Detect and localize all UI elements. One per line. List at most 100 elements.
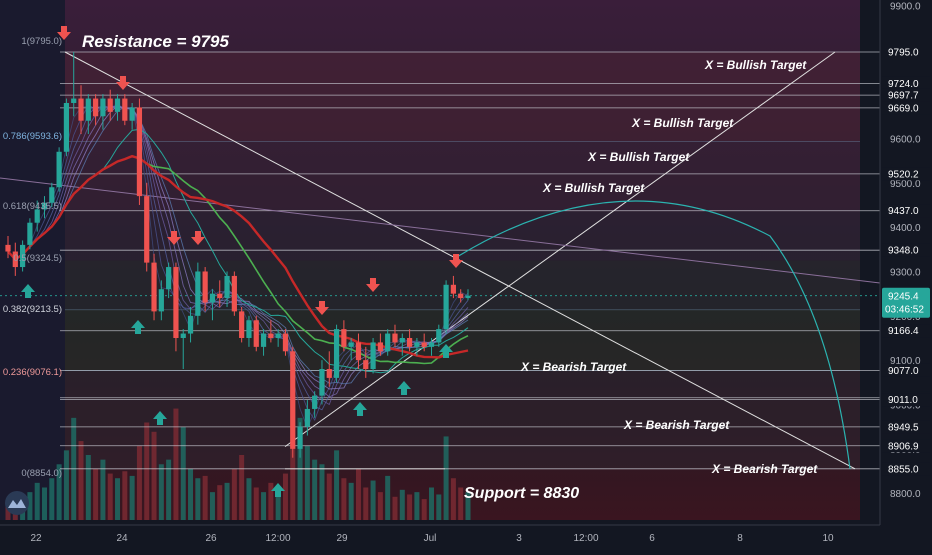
candle-body [180, 333, 186, 338]
up-trendline [284, 51, 836, 448]
candle-body [436, 329, 442, 343]
candle-body [12, 251, 18, 268]
volume-bar [224, 482, 230, 520]
volume-bar [100, 459, 106, 520]
price-tag-bg [882, 88, 930, 102]
volume-bar [399, 489, 405, 520]
volume-bar [56, 464, 62, 520]
fib-band [65, 52, 860, 142]
candle-body [122, 98, 128, 121]
price-tag-label: 9724.0 [888, 79, 919, 90]
price-axis: 9900.09800.09700.09600.09500.09400.09300… [879, 0, 932, 550]
x-tick-label: 26 [205, 533, 217, 544]
bearish-target-label: X = Bearish Target [520, 360, 627, 374]
candle-body [41, 202, 48, 210]
volume-bar [144, 422, 150, 520]
x-tick-label: 6 [649, 533, 655, 544]
candle-body [319, 369, 325, 396]
candle-body [5, 244, 11, 252]
candle-body [20, 244, 26, 268]
candle-body [85, 98, 91, 121]
x-tick-label: 3 [516, 533, 522, 544]
x-tick-label: Jul [424, 533, 437, 544]
price-tag-bg [882, 101, 930, 115]
cyan-arc [454, 200, 851, 469]
y-tick-label: 9300.0 [890, 267, 921, 278]
volume-bar [370, 480, 376, 520]
sell-arrow-icon [167, 231, 181, 245]
candle-body [304, 408, 310, 427]
volume-bar [458, 487, 464, 520]
volume-bar [180, 427, 186, 520]
fib-level-label: 0(8854.0) [21, 468, 62, 479]
candle-body [458, 293, 464, 299]
volume-bar [202, 475, 208, 520]
fib-level-label: 0.786(9593.6) [3, 131, 62, 142]
volume-bar [268, 482, 274, 520]
candle-body [406, 337, 413, 347]
fib-bands [65, 52, 860, 470]
current-price-tag [882, 287, 930, 318]
candle-body [93, 98, 99, 117]
volume-bar [231, 468, 237, 520]
candle-body [282, 333, 289, 352]
candle-body [49, 187, 55, 203]
candle-body [209, 293, 216, 303]
candle-body [443, 284, 449, 330]
price-tag-label: 8855.0 [888, 464, 919, 475]
bearish-target-label: X = Bearish Target [623, 418, 730, 432]
logo [5, 491, 29, 515]
x-tick-label: 24 [116, 533, 128, 544]
volume-bar [334, 450, 340, 520]
buy-arrow-icon [353, 402, 367, 416]
buy-arrow-icon [153, 411, 167, 425]
x-tick-label: 8 [737, 533, 743, 544]
x-tick-label: 10 [822, 533, 834, 544]
buy-arrow-icon [271, 483, 285, 497]
volume-bar [348, 482, 354, 520]
candle-body [63, 102, 70, 152]
x-tick-label: 22 [30, 533, 42, 544]
volume-bar [42, 487, 48, 520]
buy-arrow-icon [397, 381, 411, 395]
candle-body [34, 209, 40, 223]
candle-body [129, 107, 135, 121]
volume-bar [217, 485, 223, 520]
price-tag-label: 8906.9 [888, 441, 919, 452]
volume-bar [319, 464, 325, 520]
candle-body [136, 107, 143, 197]
y-tick-label: 9900.0 [890, 1, 921, 12]
volume-bar [355, 468, 361, 520]
candle-body [166, 267, 172, 290]
price-tag-label: 9077.0 [888, 366, 919, 377]
annotations: Resistance = 9795 Support = 8830 X = Bulli… [82, 32, 818, 502]
volume-bar [151, 431, 157, 520]
ma-red [7, 154, 469, 359]
candle-body [217, 293, 223, 299]
candle-body [239, 311, 245, 338]
candle-body [56, 151, 62, 188]
price-tag-label: 9348.0 [888, 246, 919, 257]
fib-level-label: 0.382(9213.5) [3, 304, 62, 315]
candle-body [151, 262, 157, 312]
volume-bar [341, 478, 347, 520]
volume-bar [246, 478, 252, 520]
price-tag-bg [882, 167, 930, 181]
candle-body [187, 315, 194, 334]
fib-band [65, 370, 860, 470]
sell-arrow-icon [191, 231, 205, 245]
candle-body [377, 342, 383, 352]
volume-bar [136, 445, 142, 520]
candle-body [465, 295, 471, 299]
volume-bar [428, 487, 434, 520]
fib-level-label: 0.236(9076.1) [3, 367, 62, 378]
candle-body [114, 98, 121, 112]
volume-bar [34, 482, 40, 520]
signal-arrows [21, 26, 463, 497]
volume-bar [261, 492, 267, 520]
price-tag-label: 9166.4 [888, 326, 919, 337]
volume-bar [166, 459, 172, 520]
current-price-label: 9245.4 [888, 292, 919, 303]
candle-body [224, 275, 230, 299]
price-tag-bg [882, 45, 930, 59]
